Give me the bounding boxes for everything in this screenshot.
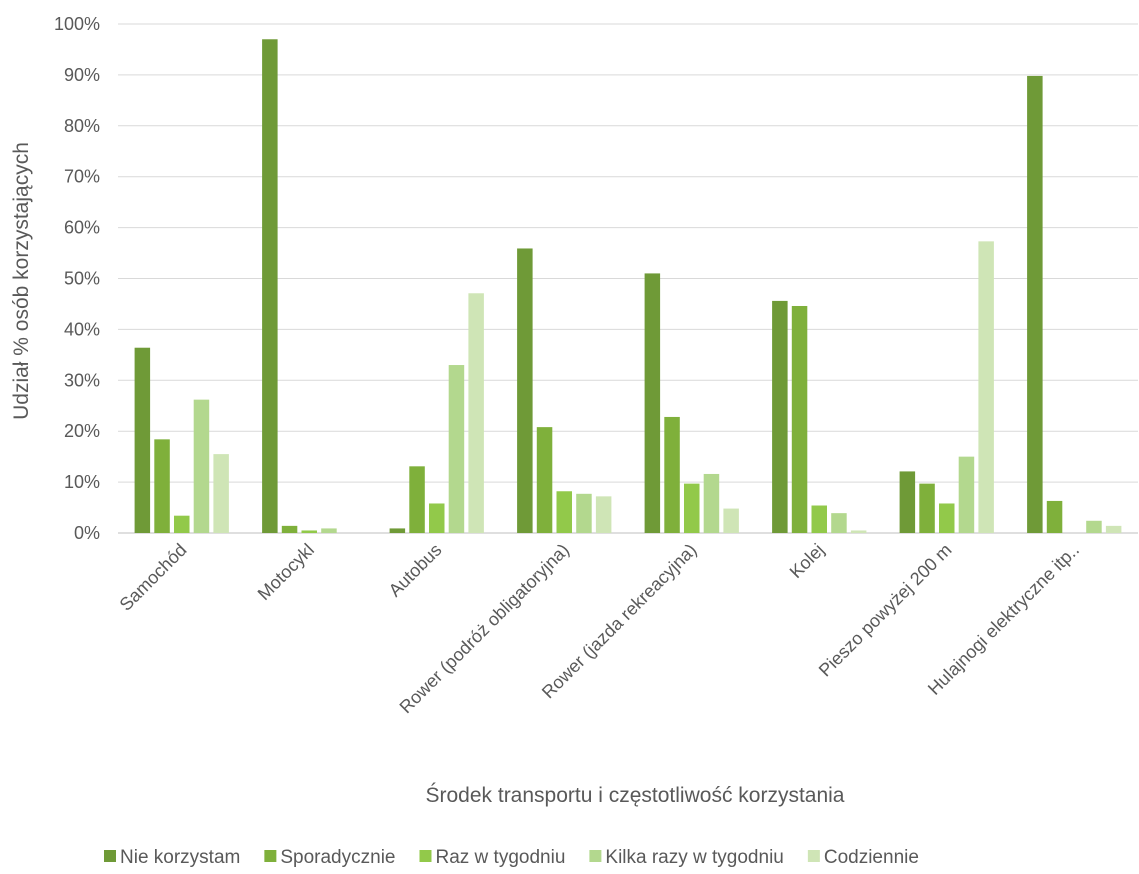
x-category-label: Kolej xyxy=(786,540,828,582)
y-tick-label: 70% xyxy=(64,167,100,187)
legend-label: Codziennie xyxy=(824,847,919,868)
x-category-label: Motocykl xyxy=(254,540,318,604)
bar xyxy=(321,528,337,533)
y-tick-label: 50% xyxy=(64,269,100,289)
bar xyxy=(134,347,151,533)
y-tick-label: 0% xyxy=(74,523,100,543)
y-tick-label: 60% xyxy=(64,218,100,238)
legend-label: Kilka razy w tygodniu xyxy=(605,847,783,868)
legend-swatch xyxy=(419,850,432,862)
y-tick-label: 30% xyxy=(64,370,100,390)
bar xyxy=(850,530,867,533)
bar xyxy=(262,39,278,534)
bar xyxy=(644,273,661,533)
bar xyxy=(703,473,720,533)
x-category-label: Pieszo powyżej 200 m xyxy=(815,540,956,681)
legend-label: Nie korzystam xyxy=(120,847,240,868)
bar xyxy=(213,454,229,533)
bar xyxy=(958,456,975,533)
legend: Nie korzystam Sporadycznie Raz w tygodniu K… xyxy=(104,847,919,868)
bar xyxy=(978,241,994,533)
bar xyxy=(939,503,955,533)
bar xyxy=(811,505,827,533)
bar xyxy=(772,300,788,533)
x-category-label: Samochód xyxy=(116,540,191,615)
bar xyxy=(595,496,612,533)
legend-swatch xyxy=(264,850,277,862)
legend-swatch xyxy=(589,850,602,862)
bar xyxy=(723,508,739,533)
bar xyxy=(193,399,210,533)
y-tick-label: 20% xyxy=(64,421,100,441)
bar xyxy=(664,416,680,533)
x-category-label: Autobus xyxy=(385,540,446,601)
bar xyxy=(1105,525,1122,533)
y-axis-title: Udział % osób korzystających xyxy=(10,142,33,420)
bar xyxy=(899,471,916,533)
bars xyxy=(134,39,1122,534)
bar xyxy=(536,427,553,533)
bar xyxy=(389,528,406,533)
x-axis-title: Środek transportu i częstotliwość korzys… xyxy=(425,783,844,807)
legend-swatch xyxy=(104,850,116,862)
gridlines xyxy=(118,23,1138,534)
bar xyxy=(154,439,170,533)
y-tick-label: 80% xyxy=(64,116,100,136)
bar xyxy=(791,305,808,533)
y-tick-label: 40% xyxy=(64,319,100,339)
bar xyxy=(1046,500,1063,533)
bar xyxy=(1086,520,1102,533)
y-axis-ticks: 0% 10% 20% 30% 40% 50% 60% 70% 80% 90% 100% xyxy=(54,14,100,543)
bar xyxy=(556,491,572,533)
bar xyxy=(517,248,533,533)
bar xyxy=(448,365,465,533)
bar xyxy=(684,483,700,533)
legend-swatch xyxy=(807,850,820,862)
legend-label: Raz w tygodniu xyxy=(435,847,565,868)
bar xyxy=(429,503,445,533)
x-category-label: Hulajnogi elektryczne itp.. xyxy=(924,540,1083,699)
y-tick-label: 10% xyxy=(64,472,100,492)
y-tick-label: 90% xyxy=(64,65,100,85)
bar xyxy=(1027,75,1043,534)
y-tick-label: 100% xyxy=(54,14,100,34)
bar xyxy=(919,483,935,533)
bar xyxy=(301,530,317,533)
bar xyxy=(409,466,425,533)
legend-label: Sporadycznie xyxy=(280,847,395,868)
bar xyxy=(468,293,484,533)
bar xyxy=(174,515,190,533)
bar xyxy=(831,513,847,533)
bar xyxy=(281,525,298,533)
bar xyxy=(576,493,592,533)
